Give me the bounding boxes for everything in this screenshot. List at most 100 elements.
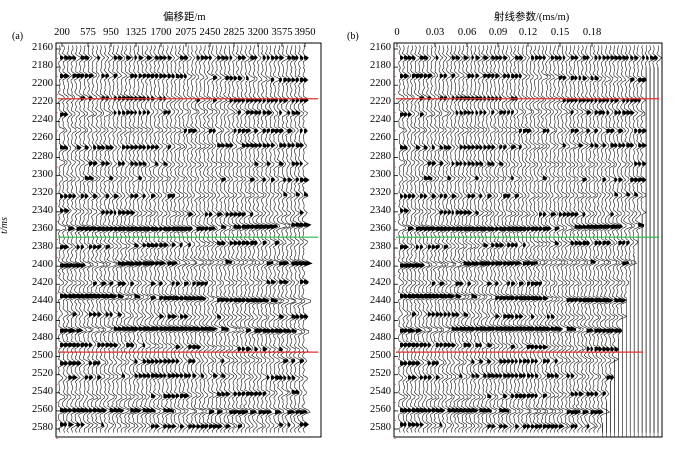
- trace-fill: [530, 424, 536, 429]
- trace-fill: [443, 312, 448, 317]
- trace-fill: [68, 294, 75, 299]
- trace-fill: [122, 373, 125, 378]
- y-tick-label: 2300: [370, 168, 391, 180]
- trace-fill: [491, 326, 496, 331]
- trace-fill: [68, 55, 74, 60]
- trace-fill: [250, 224, 257, 229]
- trace-fill: [570, 128, 575, 134]
- trace-fill: [586, 424, 590, 429]
- trace-fill: [237, 110, 241, 115]
- trace-fill: [138, 145, 144, 150]
- trace-fill: [167, 73, 172, 78]
- y-tick-label: 2420: [32, 277, 53, 289]
- trace-fill: [279, 143, 285, 148]
- trace-fill: [225, 75, 230, 81]
- trace-fill: [167, 359, 173, 364]
- trace-fill: [499, 424, 504, 429]
- panel-a: [55, 42, 322, 439]
- trace-fill: [419, 375, 424, 380]
- trace-fill: [570, 212, 576, 217]
- trace-fill: [80, 342, 86, 348]
- trace-fill: [411, 294, 420, 299]
- trace-fill: [515, 226, 523, 231]
- trace-fill: [511, 175, 514, 180]
- trace-fill: [109, 312, 113, 317]
- trace-fill: [598, 55, 602, 60]
- seismic-trace: [444, 45, 456, 433]
- trace-fill: [266, 110, 273, 115]
- trace-fill: [138, 226, 146, 231]
- trace-fill: [237, 347, 242, 352]
- trace-fill: [229, 75, 234, 81]
- trace-fill: [574, 55, 579, 60]
- trace-fill: [72, 55, 77, 60]
- trace-fill: [184, 326, 191, 331]
- trace-fill: [519, 226, 526, 231]
- trace-fill: [459, 210, 465, 215]
- trace-fill: [634, 128, 638, 134]
- trace-fill: [475, 161, 480, 166]
- trace-fill: [93, 281, 97, 286]
- trace-fill: [594, 143, 599, 148]
- trace-fill: [262, 55, 266, 60]
- y-tick-label: 2280: [370, 150, 391, 162]
- trace-fill: [419, 194, 424, 199]
- y-tick-label: 2180: [32, 60, 53, 72]
- trace-fill: [459, 110, 463, 115]
- trace-fill: [208, 326, 217, 331]
- trace-fill: [523, 243, 526, 248]
- trace-fill: [630, 143, 634, 148]
- trace-fill: [411, 422, 417, 427]
- seismic-trace: [201, 45, 214, 433]
- y-tick-label: 2580: [370, 422, 391, 433]
- y-tick-label: 2220: [32, 96, 53, 108]
- trace-fill: [471, 326, 477, 331]
- seismic-trace: [226, 45, 238, 433]
- trace-fill: [287, 375, 291, 380]
- trace-fill: [155, 261, 160, 266]
- trace-fill: [507, 373, 512, 378]
- trace-fill: [283, 359, 289, 364]
- trace-fill: [515, 314, 520, 319]
- trace-fill: [407, 194, 412, 199]
- trace-fill: [254, 328, 263, 333]
- trace-fill: [304, 177, 310, 182]
- trace-fill: [475, 226, 482, 231]
- trace-fill: [270, 298, 278, 303]
- trace-fill: [530, 261, 538, 266]
- trace-fill: [93, 145, 97, 150]
- trace-fill: [221, 359, 225, 364]
- trace-fill: [407, 422, 414, 427]
- trace-fill: [427, 312, 432, 317]
- trace-fill: [304, 261, 312, 266]
- trace-fill: [578, 241, 583, 246]
- trace-fill: [614, 192, 618, 197]
- trace-fill: [295, 98, 300, 103]
- trace-fill: [467, 194, 472, 199]
- trace-fill: [495, 261, 502, 266]
- trace-fill: [241, 143, 247, 148]
- trace-fill: [254, 347, 258, 352]
- trace-fill: [570, 241, 575, 246]
- trace-fill: [113, 194, 119, 199]
- seismic-trace: [473, 45, 483, 433]
- trace-fill: [287, 110, 291, 115]
- trace-fill: [213, 424, 219, 429]
- seismic-trace: [520, 45, 531, 433]
- seismic-trace: [532, 45, 542, 433]
- seismic-trace: [488, 45, 498, 433]
- trace-fill: [407, 342, 414, 348]
- trace-fill: [511, 326, 519, 331]
- seismic-trace: [583, 45, 594, 433]
- trace-fill: [299, 222, 305, 227]
- trace-fill: [241, 391, 246, 396]
- trace-fill: [530, 314, 535, 319]
- trace-fill: [439, 312, 444, 317]
- trace-fill: [72, 342, 78, 348]
- trace-fill: [184, 55, 189, 60]
- trace-fill: [483, 73, 488, 78]
- trace-fill: [439, 145, 443, 150]
- trace-fill: [117, 161, 123, 166]
- trace-fill: [400, 263, 407, 268]
- trace-fill: [570, 55, 576, 60]
